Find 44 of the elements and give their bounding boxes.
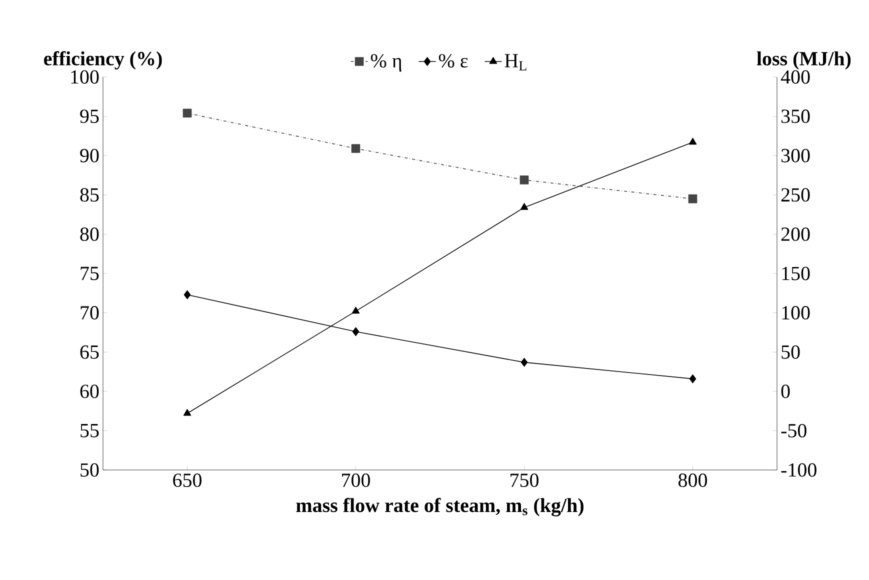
point	[688, 138, 697, 145]
y2-tick-label: 50	[782, 345, 800, 359]
legend-label: H$_{L}$	[504, 54, 526, 70]
y2-tick-label: 200	[781, 227, 810, 241]
y2-tick-label: 0	[781, 384, 790, 398]
y-tick-label: 80	[80, 227, 99, 241]
y-tick-label: 60	[80, 384, 99, 398]
y-tick-label: 55	[80, 424, 99, 438]
y2-tick-label: 300	[781, 148, 810, 162]
y-tick-label: 50	[80, 463, 99, 477]
y2-axis-title: loss (MJ/h)	[756, 51, 851, 70]
x-tick-label: 750	[510, 474, 538, 488]
point	[520, 358, 528, 367]
point	[182, 108, 192, 118]
y-tick-label: 85	[80, 188, 99, 202]
point	[689, 374, 696, 384]
y2-tick-label: -100	[781, 463, 816, 477]
y2-tick-label: 350	[781, 110, 810, 124]
y2-tick-label: 250	[781, 188, 810, 202]
point	[352, 327, 360, 336]
y2-tick-label: 150	[782, 266, 810, 280]
y2-tick-label: -50	[781, 424, 806, 438]
x-tick-label: 700	[342, 474, 370, 488]
point	[184, 290, 191, 300]
y-tick-label: 70	[80, 306, 99, 320]
y-tick-label: 90	[80, 148, 99, 162]
x-tick-label: 650	[173, 474, 202, 488]
point	[183, 408, 192, 416]
y2-tick-label: 400	[780, 70, 810, 84]
y-tick-label: 100	[71, 70, 99, 84]
x-axis-title: mass flow rate of steam, m$_{s}$ (kg/h)	[296, 498, 584, 516]
y2-tick-label: 100	[782, 306, 810, 320]
y-tick-label: 75	[80, 266, 99, 280]
point	[351, 144, 360, 153]
x-tick-label: 800	[678, 474, 707, 488]
legend-label: % η	[370, 54, 402, 72]
point	[688, 194, 698, 204]
point	[520, 203, 528, 210]
y-axis-title: efficiency (%)	[44, 51, 162, 70]
y-tick-label: 65	[80, 345, 99, 359]
point	[352, 306, 360, 314]
legend-label: % ε	[438, 54, 468, 68]
point	[520, 176, 529, 184]
y-tick-label: 95	[80, 110, 99, 123]
